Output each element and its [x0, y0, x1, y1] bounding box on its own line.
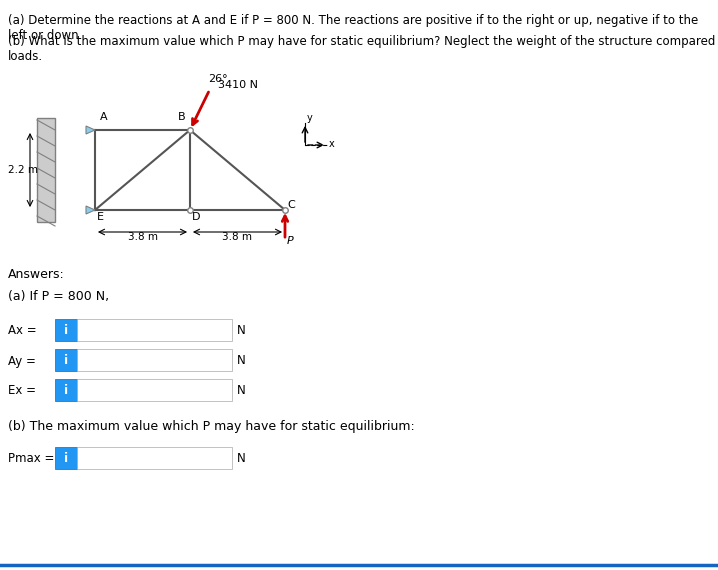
Text: Ex =: Ex =	[8, 385, 36, 397]
Polygon shape	[86, 206, 95, 214]
Text: i: i	[64, 353, 68, 367]
Text: 3410 N: 3410 N	[218, 80, 258, 89]
Text: Ax =: Ax =	[8, 324, 37, 337]
Text: N: N	[237, 355, 246, 368]
Text: D: D	[192, 212, 200, 222]
Text: P: P	[287, 236, 294, 246]
Text: y: y	[307, 113, 313, 123]
Text: (b) The maximum value which P may have for static equilibrium:: (b) The maximum value which P may have f…	[8, 420, 415, 433]
Text: Answers:: Answers:	[8, 268, 65, 281]
Polygon shape	[86, 126, 95, 134]
FancyBboxPatch shape	[55, 379, 77, 401]
Text: x: x	[329, 139, 335, 149]
Text: (a) Determine the reactions at A and E if P = 800 N. The reactions are positive : (a) Determine the reactions at A and E i…	[8, 14, 698, 42]
Text: 2.2 m: 2.2 m	[8, 165, 38, 175]
Text: 3.8 m: 3.8 m	[128, 232, 157, 242]
FancyBboxPatch shape	[55, 349, 77, 371]
FancyBboxPatch shape	[55, 447, 77, 469]
Text: Pmax =: Pmax =	[8, 453, 55, 466]
Text: (b) What is the maximum value which P may have for static equilibrium? Neglect t: (b) What is the maximum value which P ma…	[8, 35, 718, 63]
Text: E: E	[97, 212, 104, 222]
Bar	[37, 118, 55, 222]
Text: Ay =: Ay =	[8, 355, 36, 368]
FancyBboxPatch shape	[55, 319, 77, 341]
Text: N: N	[237, 385, 246, 397]
Text: 3.8 m: 3.8 m	[223, 232, 253, 242]
Text: i: i	[64, 324, 68, 336]
Text: B: B	[178, 112, 186, 122]
FancyBboxPatch shape	[77, 447, 232, 469]
Text: i: i	[64, 451, 68, 465]
Text: (a) If P = 800 N,: (a) If P = 800 N,	[8, 290, 109, 303]
Text: N: N	[237, 324, 246, 337]
Text: A: A	[100, 112, 108, 122]
Text: C: C	[287, 200, 295, 210]
FancyBboxPatch shape	[77, 319, 232, 341]
FancyBboxPatch shape	[77, 379, 232, 401]
Text: 26°: 26°	[208, 74, 228, 84]
Text: i: i	[64, 384, 68, 397]
Text: N: N	[237, 453, 246, 466]
FancyBboxPatch shape	[77, 349, 232, 371]
